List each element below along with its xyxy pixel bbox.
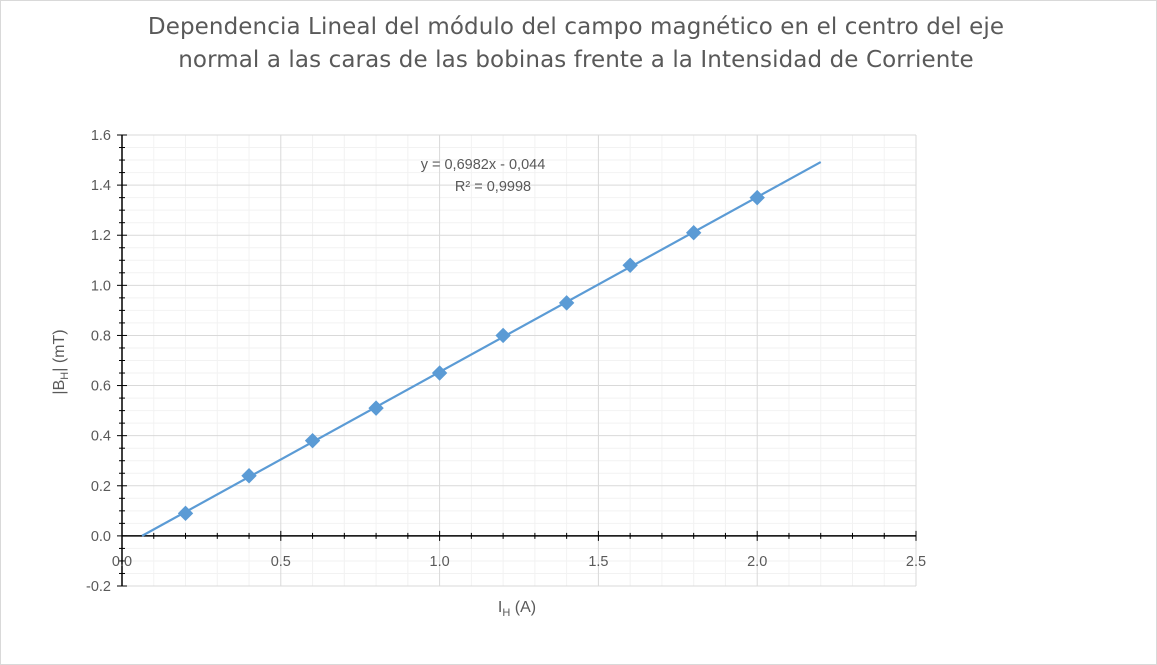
data-point — [431, 365, 448, 381]
data-point — [241, 468, 257, 484]
tick-labels: -0.20.00.20.40.60.81.01.21.41.60.0 0.5 1.0… — [86, 128, 926, 595]
y-tick-label: 1.6 — [91, 128, 111, 144]
x-tick-label: 2.5 — [906, 554, 926, 570]
y-tick-label: 0.6 — [91, 379, 111, 395]
data-point — [495, 327, 511, 344]
y-tick-label: 1.2 — [91, 228, 111, 244]
x-tick-label: 2.0 — [747, 554, 767, 570]
trendline-equation: y = 0,6982x - 0,044 — [421, 157, 546, 173]
y-tick-label: -0.2 — [86, 579, 111, 595]
trendline — [141, 161, 822, 537]
data-series — [141, 161, 822, 537]
data-point — [368, 400, 384, 416]
trendline-r-squared: R² = 0,9998 — [455, 179, 531, 195]
x-axis-title-sub: H — [502, 607, 510, 619]
x-axis-title-unit: (A) — [510, 599, 536, 616]
x-axis-title-base: I — [498, 599, 502, 616]
data-point — [622, 257, 638, 273]
x-tick-label: 1.5 — [588, 554, 608, 570]
y-tick-label: 0.8 — [91, 328, 111, 344]
chart-title: Dependencia Lineal del módulo del campo … — [61, 11, 1091, 77]
y-tick-label: 0.2 — [91, 479, 111, 495]
x-tick-label: 0.5 — [271, 554, 291, 570]
y-axis-title-post: | (mT) — [51, 329, 68, 371]
x-tick-label: 1.0 — [430, 554, 450, 570]
chart-title-line-2: normal a las caras de las bobinas frente… — [178, 47, 974, 73]
data-point — [685, 225, 702, 241]
y-tick-label: 0.4 — [91, 429, 111, 445]
y-tick-label: 0.0 — [91, 529, 111, 545]
axes — [117, 134, 917, 587]
data-point — [558, 295, 575, 311]
chart-title-line-1: Dependencia Lineal del módulo del campo … — [147, 14, 1005, 40]
y-axis-title-sub: H — [59, 372, 71, 380]
y-tick-label: 1.4 — [91, 178, 111, 194]
gridlines — [121, 134, 917, 587]
data-point — [177, 505, 194, 522]
data-point — [749, 189, 765, 206]
data-point — [304, 432, 321, 449]
y-axis-title-pre: |B — [51, 380, 68, 395]
x-tick-label: 0.0 — [112, 554, 132, 570]
y-axis-title: |BH| (mT) — [51, 329, 71, 394]
y-tick-label: 1.0 — [91, 278, 111, 294]
x-axis-title: IH (A) — [498, 599, 536, 619]
